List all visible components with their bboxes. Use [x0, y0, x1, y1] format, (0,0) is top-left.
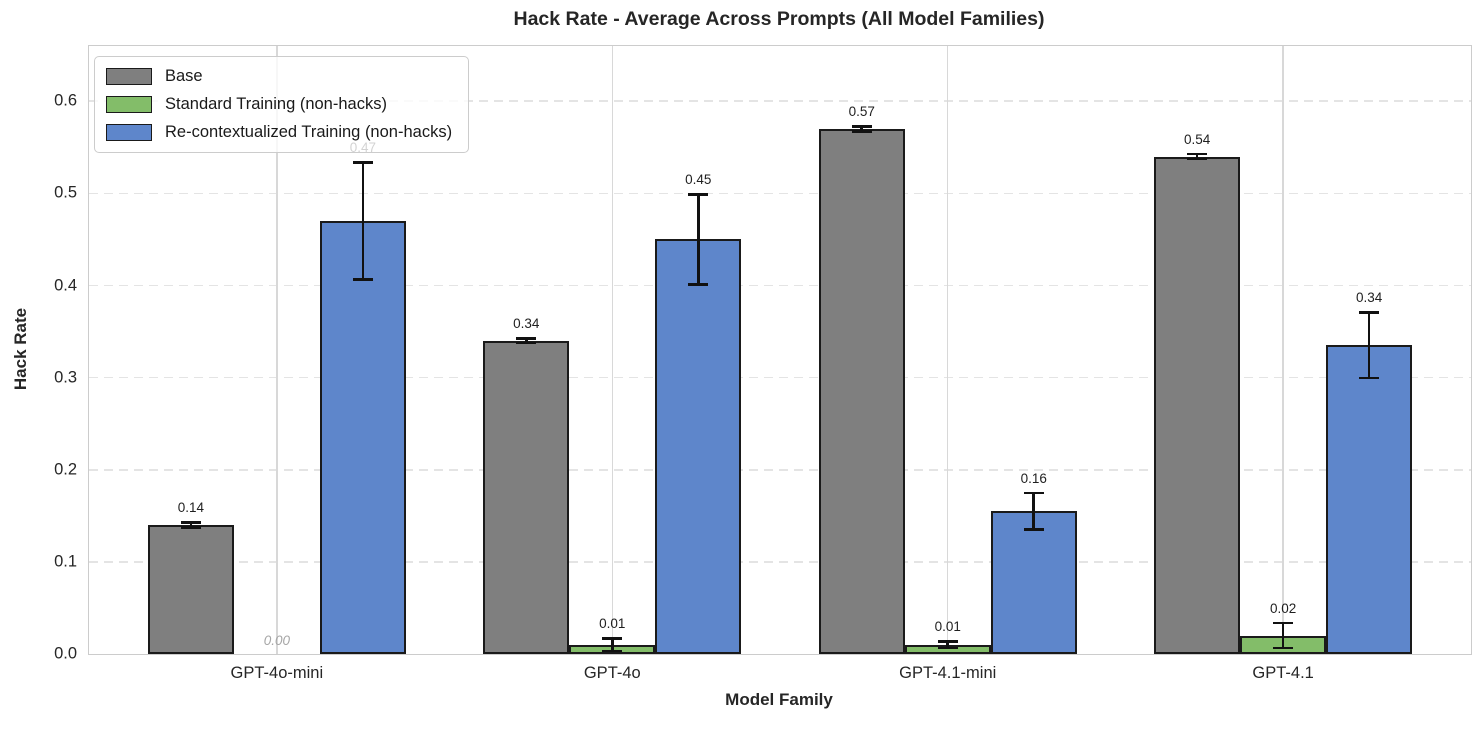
recontextualized-training-bar-GPT-4.1-mini: [990, 511, 1077, 654]
legend-row-recontextualized-training: Re-contextualized Training (non-hacks): [106, 123, 452, 142]
y-tick-label: 0.3: [54, 368, 77, 387]
bar-value-label-base-GPT-4o: 0.34: [513, 316, 540, 332]
error-bar-line: [1367, 311, 1371, 380]
error-bar-line: [1195, 152, 1199, 161]
legend-label-standard-training: Standard Training (non-hacks): [165, 95, 387, 113]
error-bar-cap-top: [1273, 621, 1294, 625]
y-gridline: [89, 192, 1471, 195]
error-bar-cap-top: [688, 193, 709, 196]
recontextualized-training-bar-GPT-4o-mini: [319, 221, 406, 654]
error-bar-base-GPT-4o-mini: [180, 521, 201, 529]
bar-value-label-recontextualized-training-GPT-4o: 0.45: [685, 172, 712, 188]
error-bar-recontextualized-training-GPT-4o: [688, 193, 709, 286]
legend-swatch-standard-training: [106, 96, 152, 113]
error-bar-base-GPT-4o: [516, 337, 537, 345]
y-tick-label: 0.1: [54, 552, 77, 571]
error-bar-line: [1281, 621, 1285, 650]
chart-title: Hack Rate - Average Across Prompts (All …: [513, 8, 1045, 30]
error-bar-recontextualized-training-GPT-4.1: [1359, 311, 1380, 380]
y-gridline: [89, 284, 1471, 287]
error-bar-line: [946, 640, 949, 650]
error-bar-cap-top: [180, 521, 201, 524]
y-tick-label: 0.2: [54, 460, 77, 479]
error-bar-cap-bottom: [516, 341, 537, 345]
error-bar-base-GPT-4.1-mini: [851, 125, 872, 133]
y-tick-label: 0.6: [54, 91, 77, 110]
x-tick-label: GPT-4o-mini: [230, 664, 324, 682]
plot-area: 0.140.340.570.540.000.010.010.020.470.45…: [54, 45, 1472, 682]
x-tick-label: GPT-4.1-mini: [899, 664, 997, 682]
error-bar-cap-top: [1187, 152, 1208, 156]
bar-value-label-base-GPT-4o-mini: 0.14: [177, 500, 204, 516]
bar-value-label-recontextualized-training-GPT-4.1-mini: 0.16: [1020, 470, 1047, 486]
error-bar-line: [611, 637, 614, 653]
error-bar-line: [860, 125, 863, 133]
error-bar-cap-bottom: [1023, 528, 1044, 531]
base-bar-GPT-4o-mini: [147, 525, 234, 654]
x-gridline: [611, 46, 614, 654]
error-bar-cap-top: [516, 337, 537, 340]
legend-row-standard-training: Standard Training (non-hacks): [106, 95, 452, 114]
error-bar-cap-bottom: [352, 278, 373, 281]
recontextualized-training-bar-GPT-4o: [655, 239, 742, 654]
error-bar-cap-bottom: [851, 130, 872, 133]
error-bar-cap-top: [937, 640, 958, 643]
x-gridline: [946, 46, 949, 654]
y-tick-label: 0.5: [54, 183, 77, 202]
error-bar-line: [525, 337, 528, 345]
y-tick-label: 0.4: [54, 276, 77, 294]
bar-value-label-standard-training-GPT-4.1: 0.02: [1270, 600, 1297, 616]
y-gridline: [89, 376, 1471, 379]
error-bar-cap-top: [1359, 311, 1380, 314]
bar-value-label-standard-training-GPT-4o-mini: 0.00: [263, 633, 290, 648]
error-bar-cap-top: [851, 125, 872, 128]
x-gridline: [276, 46, 278, 654]
error-bar-standard-training-GPT-4o: [602, 637, 623, 653]
error-bar-standard-training-GPT-4.1-mini: [937, 640, 958, 650]
error-bar-cap-top: [602, 637, 623, 640]
x-gridline: [1282, 46, 1284, 654]
x-tick-label: GPT-4.1: [1252, 664, 1314, 682]
error-bar-recontextualized-training-GPT-4.1-mini: [1023, 491, 1044, 531]
error-bar-cap-bottom: [937, 646, 958, 650]
error-bar-cap-top: [352, 161, 373, 164]
base-bar-GPT-4o: [483, 340, 570, 654]
x-tick-label: GPT-4o: [583, 664, 641, 682]
error-bar-line: [189, 521, 193, 529]
bar-value-label-standard-training-GPT-4.1-mini: 0.01: [934, 619, 961, 635]
error-bar-cap-bottom: [1187, 157, 1208, 161]
legend: Base Standard Training (non-hacks) Re-co…: [94, 56, 470, 153]
y-gridline: [89, 468, 1471, 471]
error-bar-cap-bottom: [1273, 646, 1294, 650]
y-gridline: [89, 100, 1471, 103]
bar-value-label-base-GPT-4.1: 0.54: [1184, 131, 1211, 147]
legend-label-recontextualized-training: Re-contextualized Training (non-hacks): [165, 123, 453, 141]
error-bar-cap-bottom: [602, 649, 623, 653]
error-bar-cap-bottom: [688, 283, 709, 286]
bar-value-label-base-GPT-4.1-mini: 0.57: [848, 104, 875, 120]
legend-swatch-base: [106, 68, 152, 85]
error-bar-cap-bottom: [1359, 376, 1380, 380]
error-bar-recontextualized-training-GPT-4o-mini: [352, 161, 373, 281]
y-tick-label: 0.0: [54, 644, 77, 663]
error-bar-line: [1032, 491, 1035, 531]
recontextualized-training-bar-GPT-4.1: [1326, 345, 1413, 654]
y-axis-label: Hack Rate: [11, 307, 30, 391]
base-bar-GPT-4.1-mini: [818, 128, 905, 654]
legend-row-base: Base: [106, 67, 452, 86]
error-bar-cap-top: [1023, 491, 1044, 495]
base-bar-GPT-4.1: [1154, 156, 1241, 654]
y-gridline: [89, 561, 1471, 563]
error-bar-standard-training-GPT-4.1: [1273, 621, 1294, 650]
legend-swatch-recontextualized-training: [106, 124, 152, 141]
error-bar-base-GPT-4.1: [1187, 152, 1208, 161]
x-axis-label: Model Family: [725, 690, 833, 709]
error-bar-cap-bottom: [180, 526, 201, 529]
legend-label-base: Base: [165, 67, 203, 85]
error-bar-line: [361, 161, 365, 281]
bar-value-label-recontextualized-training-GPT-4.1: 0.34: [1356, 290, 1383, 306]
bar-value-label-standard-training-GPT-4o: 0.01: [599, 616, 626, 632]
error-bar-line: [697, 193, 700, 286]
